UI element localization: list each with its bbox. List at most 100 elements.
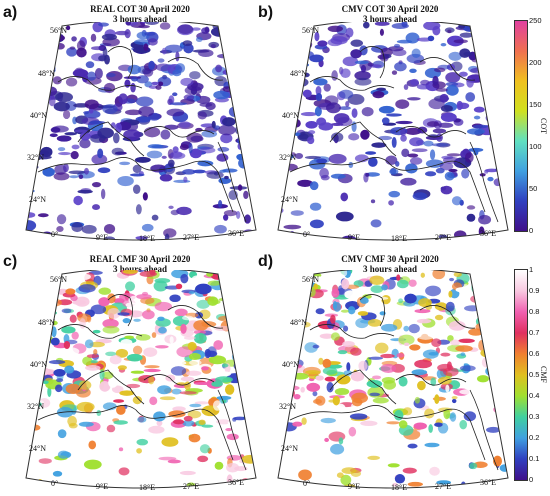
cloud-patch xyxy=(107,307,121,319)
cloud-patch xyxy=(197,160,214,167)
cloud-patch xyxy=(238,75,246,86)
cloud-patch xyxy=(404,342,410,347)
cloud-patch xyxy=(26,93,42,98)
cloud-patch xyxy=(214,224,227,234)
lon-label-9-a: 9°E xyxy=(96,233,109,242)
coastline xyxy=(167,57,224,81)
cloud-patch xyxy=(331,288,340,298)
cloud-patch xyxy=(319,167,329,179)
cloud-patch xyxy=(213,90,230,100)
cloud-patch xyxy=(117,312,130,316)
cloud-patch xyxy=(490,124,502,134)
cloud-patch xyxy=(290,210,304,216)
cloud-patch xyxy=(439,162,454,171)
cloud-patch xyxy=(41,50,58,55)
cloud-patch xyxy=(106,424,116,433)
cloud-patch xyxy=(37,213,49,218)
cloud-patch xyxy=(498,22,507,24)
cloud-patch xyxy=(278,342,281,354)
cloud-patch xyxy=(26,303,38,309)
cloud-patch xyxy=(401,148,410,158)
cloud-patch xyxy=(492,359,505,370)
cloud-patch xyxy=(391,22,409,30)
cloud-patch xyxy=(18,55,24,61)
cloud-patch xyxy=(172,92,178,97)
cloud-patch xyxy=(195,36,203,43)
cloud-patch xyxy=(29,321,34,332)
cloud-patch xyxy=(62,109,71,120)
cloud-patch xyxy=(189,359,202,366)
cloud-patch xyxy=(183,94,195,101)
cloud-patch xyxy=(86,314,92,323)
cloud-patch xyxy=(316,338,324,344)
cloud-patch xyxy=(26,380,27,387)
cloud-patch xyxy=(372,375,382,380)
cloud-patch xyxy=(76,401,95,412)
cloud-patch xyxy=(84,99,99,110)
cloud-patch xyxy=(249,270,256,275)
cloud-patch xyxy=(497,400,508,406)
cloud-patch xyxy=(466,213,476,222)
cloud-patch xyxy=(351,392,369,404)
cloud-patch xyxy=(222,69,233,76)
cloud-patch xyxy=(148,375,155,385)
cloud-patch xyxy=(315,308,325,315)
cloud-patch xyxy=(79,138,91,149)
coastline xyxy=(57,76,143,91)
cloud-patch xyxy=(226,36,241,47)
cloud-patch xyxy=(57,147,66,152)
cloud-patch xyxy=(291,77,309,88)
cloud-patch xyxy=(330,332,340,341)
cloud-patch xyxy=(119,161,131,166)
cloud-patch xyxy=(414,359,433,369)
cloud-patch xyxy=(367,319,382,327)
cloud-patch xyxy=(98,55,107,62)
cloud-patch xyxy=(225,32,235,37)
cloud-patch xyxy=(83,111,89,115)
cloud-patch xyxy=(105,351,117,357)
cloud-patch xyxy=(372,296,389,301)
cloud-patch xyxy=(193,320,209,331)
cloud-patch xyxy=(249,303,255,314)
cloud-patch xyxy=(367,62,374,67)
cloud-patch xyxy=(205,350,218,358)
map-frame xyxy=(277,22,509,241)
cloud-patch xyxy=(286,50,292,58)
cloud-patch xyxy=(499,464,508,472)
cloud-patch xyxy=(182,419,195,427)
lat-label-48-a: 48°N xyxy=(38,69,55,78)
cloud-patch xyxy=(294,153,304,160)
cloud-patch xyxy=(233,321,242,326)
cloud-patch xyxy=(18,118,25,123)
panel-b-letter: b) xyxy=(258,4,274,21)
cloud-patch xyxy=(164,233,170,240)
cloud-patch xyxy=(498,382,508,392)
cloud-patch xyxy=(26,425,35,429)
cloud-patch xyxy=(330,443,345,455)
cloud-patch xyxy=(29,275,37,285)
cloud-patch xyxy=(487,176,494,182)
cloud-patch xyxy=(98,287,112,295)
cloud-patch xyxy=(485,107,499,113)
cloud-patch xyxy=(443,408,451,420)
cloud-patch xyxy=(394,43,401,48)
cloud-patch xyxy=(407,97,421,101)
cloud-patch xyxy=(367,455,380,460)
cloud-patch xyxy=(318,357,324,365)
cloud-patch xyxy=(172,419,185,425)
cloud-patch xyxy=(505,116,508,127)
cloud-patch xyxy=(349,413,368,420)
cloud-patch xyxy=(26,81,37,90)
lon-label-27-a: 27°E xyxy=(183,233,200,242)
cloud-patch xyxy=(135,96,154,107)
cloud-patch xyxy=(350,39,364,47)
cloud-patch xyxy=(63,340,71,350)
cloud-patch xyxy=(164,124,179,130)
cloud-patch xyxy=(482,22,495,27)
cloud-patch xyxy=(322,358,332,369)
cloud-patch xyxy=(460,352,466,357)
cloud-patch xyxy=(194,401,209,405)
cloud-patch xyxy=(432,25,441,36)
cloud-patch xyxy=(49,133,58,138)
cloud-patch xyxy=(230,57,243,62)
